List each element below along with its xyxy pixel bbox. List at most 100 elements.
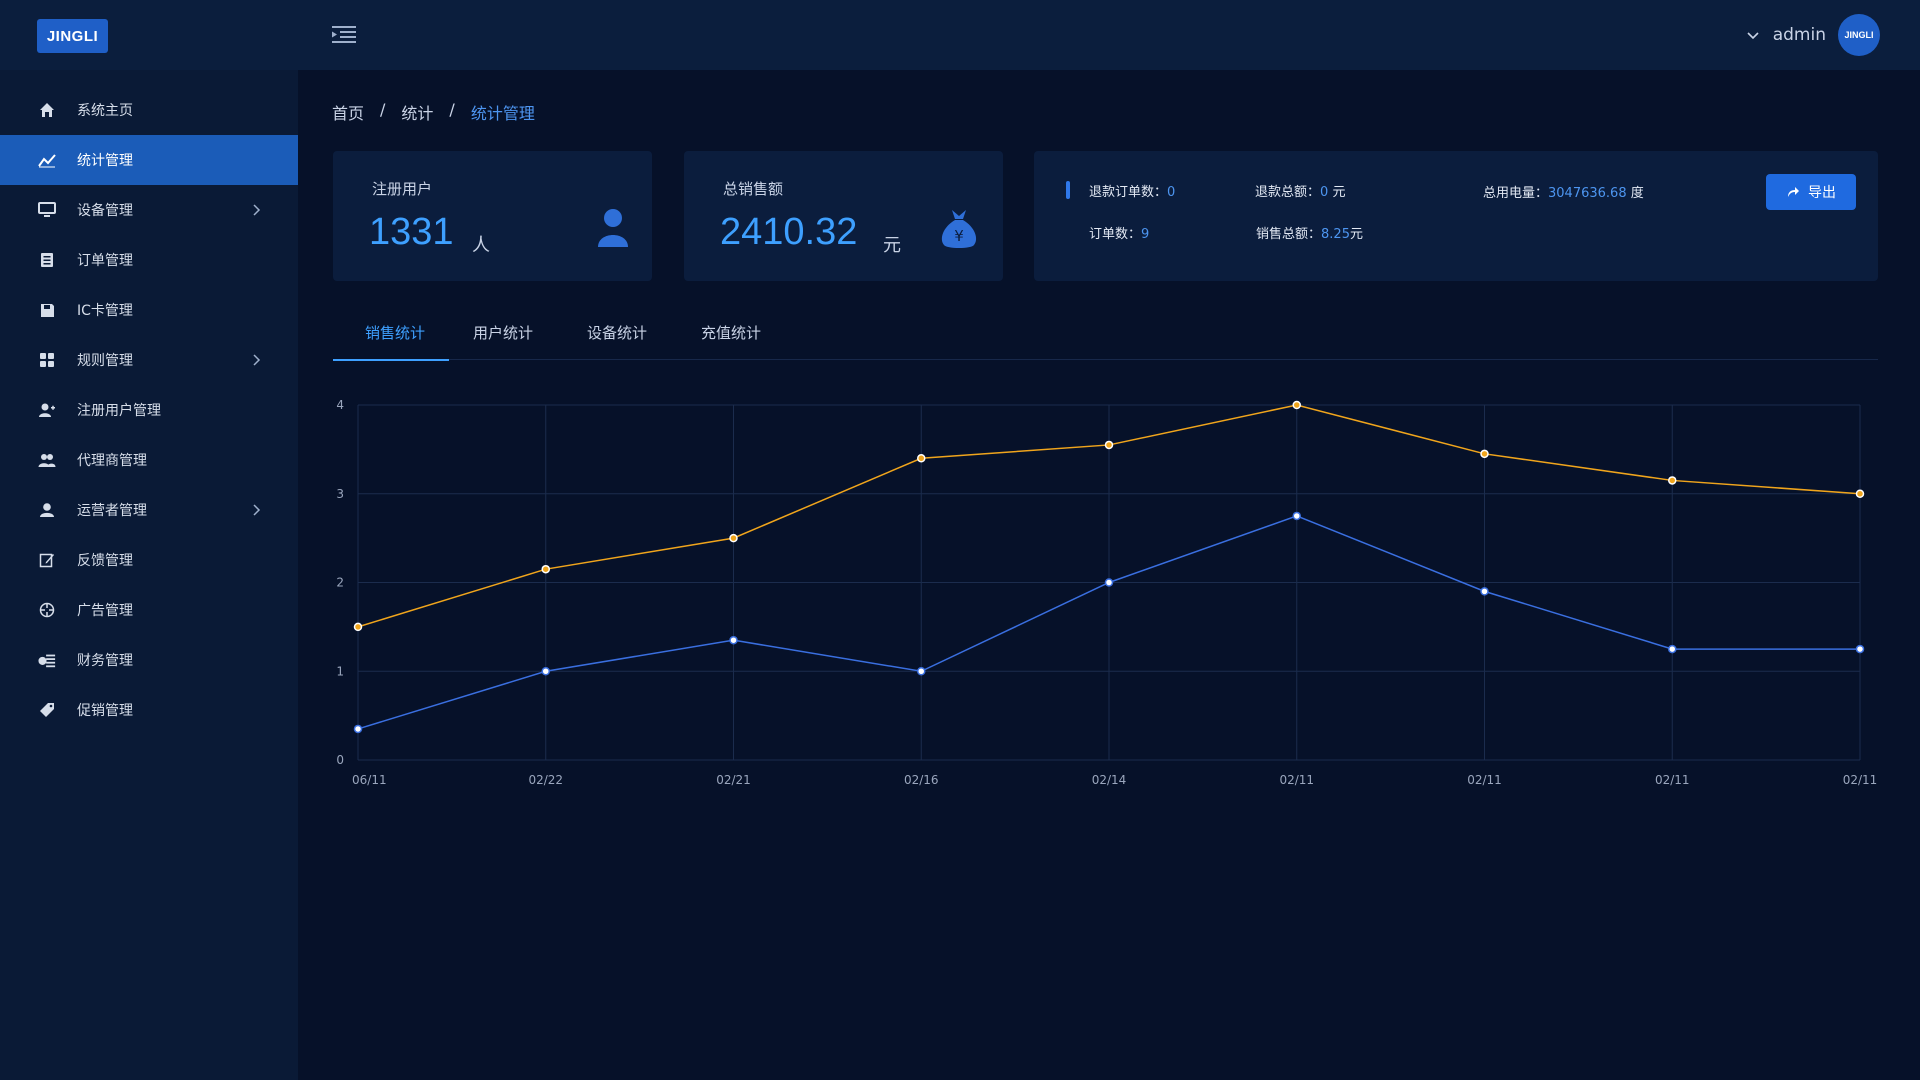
sidebar-item-feedback[interactable]: 反馈管理 xyxy=(0,535,298,585)
data-point xyxy=(1668,476,1677,485)
logo: JINGLI xyxy=(37,19,108,53)
username[interactable]: admin xyxy=(1772,25,1826,45)
crosshair-icon xyxy=(38,601,56,619)
data-point xyxy=(353,622,363,632)
total-sales-value: 2410.32 xyxy=(720,211,858,253)
y-tick-label: 1 xyxy=(336,664,344,678)
data-point xyxy=(729,635,738,645)
sidebar: 系统主页 统计管理 设备管理 订单管理 IC卡管理 规则管理 xyxy=(0,70,298,1080)
sidebar-item-registered-users[interactable]: 注册用户管理 xyxy=(0,385,298,435)
breadcrumb-separator: / xyxy=(380,100,386,119)
breadcrumb-separator: / xyxy=(449,100,455,119)
sidebar-item-label: 设备管理 xyxy=(77,203,133,219)
monitor-icon xyxy=(38,201,56,219)
sales-line-chart: 0 1 2 3 4 06/11 02/22 02/21 02/16 02/14 02/11 02/11… xyxy=(336,398,1878,787)
top-header: JINGLI admin JINGLI xyxy=(0,0,1920,70)
x-tick-label: 02/21 xyxy=(716,773,751,787)
orders-stat: 订单数：9 xyxy=(1089,227,1150,242)
data-point xyxy=(729,533,738,543)
breadcrumb-statistics[interactable]: 统计 xyxy=(401,104,434,123)
money-bag-icon: ¥ xyxy=(941,210,977,248)
avatar[interactable]: JINGLI xyxy=(1838,14,1880,56)
accent-bar xyxy=(1066,181,1070,199)
sidebar-item-label: 系统主页 xyxy=(77,103,133,119)
user-icon xyxy=(598,209,628,247)
data-point xyxy=(1480,587,1489,596)
sidebar-item-orders[interactable]: 订单管理 xyxy=(0,235,298,285)
data-point xyxy=(1292,511,1301,521)
sidebar-item-label: IC卡管理 xyxy=(77,303,133,319)
refund-orders-stat: 退款订单数：0 xyxy=(1089,185,1176,200)
sidebar-item-label: 代理商管理 xyxy=(77,453,147,469)
data-point xyxy=(1292,400,1301,410)
sidebar-item-agents[interactable]: 代理商管理 xyxy=(0,435,298,485)
sidebar-item-finance[interactable]: 财务管理 xyxy=(0,635,298,685)
money-icon xyxy=(38,651,56,669)
breadcrumb-home[interactable]: 首页 xyxy=(332,104,365,123)
card-unit: 人 xyxy=(472,235,490,256)
data-point xyxy=(917,667,926,676)
x-tick-label: 02/11 xyxy=(1655,773,1690,787)
x-tick-label: 02/11 xyxy=(1467,773,1502,787)
x-tick-label: 06/11 xyxy=(352,773,387,787)
sidebar-item-promotions[interactable]: 促销管理 xyxy=(0,685,298,735)
chart-line-icon xyxy=(38,151,56,169)
x-tick-label: 02/11 xyxy=(1843,773,1878,787)
sidebar-item-statistics[interactable]: 统计管理 xyxy=(0,135,298,185)
save-card-icon xyxy=(38,301,56,319)
sidebar-item-ads[interactable]: 广告管理 xyxy=(0,585,298,635)
menu-fold-icon[interactable] xyxy=(331,24,357,46)
sidebar-item-label: 促销管理 xyxy=(77,703,133,719)
sidebar-item-label: 财务管理 xyxy=(77,653,133,669)
export-label: 导出 xyxy=(1808,185,1836,201)
registered-users-card: 注册用户 1331 人 xyxy=(333,151,652,281)
refund-total-stat: 退款总额：0 元 xyxy=(1255,185,1346,200)
y-tick-label: 0 xyxy=(336,753,344,767)
sidebar-item-label: 广告管理 xyxy=(77,603,133,619)
sidebar-item-label: 运营者管理 xyxy=(77,503,147,519)
breadcrumb: 首页 / 统计 / 统计管理 xyxy=(332,100,535,124)
registered-users-value: 1331 xyxy=(369,211,454,253)
tag-icon xyxy=(38,701,56,719)
svg-text:¥: ¥ xyxy=(954,227,964,245)
user-icon xyxy=(38,501,56,519)
sales-total-stat: 销售总额：8.25元 xyxy=(1256,227,1363,242)
sidebar-item-devices[interactable]: 设备管理 xyxy=(0,185,298,235)
x-tick-label: 02/22 xyxy=(528,773,563,787)
stats-tabs: 销售统计 用户统计 设备统计 充值统计 xyxy=(333,312,1878,361)
edit-icon xyxy=(38,551,56,569)
sidebar-item-ic-card[interactable]: IC卡管理 xyxy=(0,285,298,335)
data-point xyxy=(917,454,926,463)
data-point xyxy=(1104,578,1114,587)
card-unit: 元 xyxy=(883,235,901,256)
y-tick-label: 3 xyxy=(336,487,344,501)
card-label: 注册用户 xyxy=(372,180,433,198)
sidebar-item-label: 规则管理 xyxy=(77,353,133,369)
sidebar-item-home[interactable]: 系统主页 xyxy=(0,85,298,135)
tab-recharge[interactable]: 充值统计 xyxy=(701,324,762,342)
sidebar-item-rules[interactable]: 规则管理 xyxy=(0,335,298,385)
home-icon xyxy=(38,101,56,119)
document-icon xyxy=(38,251,56,269)
chevron-right-icon xyxy=(253,504,261,516)
chevron-right-icon xyxy=(253,204,261,216)
users-icon xyxy=(38,451,56,469)
total-sales-card: 总销售额 2410.32 元 ¥ xyxy=(684,151,1003,281)
tab-users[interactable]: 用户统计 xyxy=(473,324,534,342)
sidebar-item-label: 订单管理 xyxy=(77,253,133,269)
breadcrumb-current: 统计管理 xyxy=(470,104,535,123)
data-point xyxy=(1104,440,1114,450)
tab-devices[interactable]: 设备统计 xyxy=(587,324,648,342)
data-point xyxy=(1855,644,1865,654)
data-point xyxy=(541,564,550,574)
card-label: 总销售额 xyxy=(723,180,784,198)
data-point xyxy=(1855,489,1865,498)
sidebar-item-label: 统计管理 xyxy=(77,153,133,169)
sidebar-item-label: 注册用户管理 xyxy=(77,403,161,419)
sidebar-item-operators[interactable]: 运营者管理 xyxy=(0,485,298,535)
tab-sales[interactable]: 销售统计 xyxy=(333,312,450,361)
export-button[interactable]: 导出 xyxy=(1766,174,1856,210)
x-tick-label: 02/16 xyxy=(904,773,939,787)
sidebar-item-label: 反馈管理 xyxy=(77,553,133,569)
user-menu[interactable]: admin JINGLI xyxy=(1745,14,1880,56)
